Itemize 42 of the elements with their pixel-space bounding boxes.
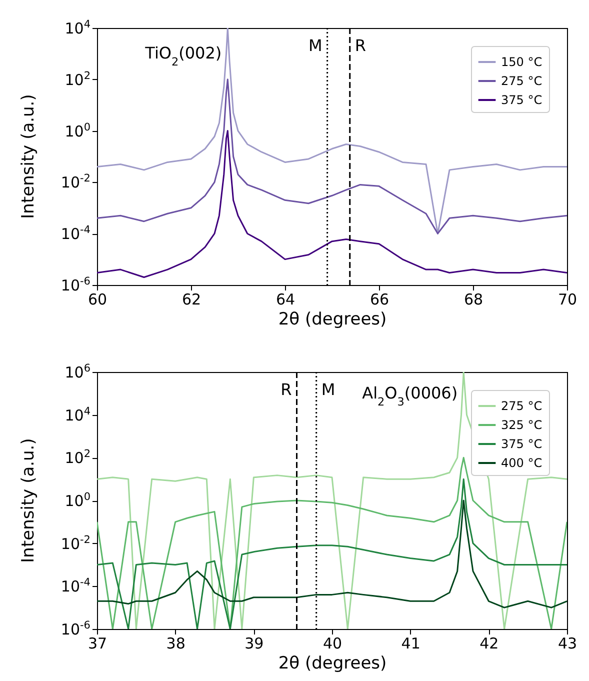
x-axis-title: 2θ (degrees) (278, 310, 387, 330)
legend-label: 375 °C (501, 437, 542, 451)
x-tick-label: 40 (322, 634, 342, 652)
y-tick-label: 10$^{2}$ (64, 70, 90, 89)
annotation: TiO$_{2}$(002) (144, 44, 222, 68)
x-tick-label: 43 (558, 634, 578, 652)
line-series (97, 500, 567, 608)
ref-line-label: M (308, 36, 322, 55)
x-axis-title: 2θ (degrees) (278, 654, 387, 674)
ref-line-label: R (354, 36, 366, 55)
legend-label: 325 °C (501, 418, 542, 432)
y-tick-label: 10$^{4}$ (64, 405, 91, 424)
x-tick-label: 66 (370, 290, 390, 308)
y-axis-title: Intensity (a.u.) (18, 94, 38, 219)
y-tick-label: 10$^{6}$ (64, 362, 91, 382)
y-tick-label: 10$^{0}$ (64, 491, 90, 510)
legend-label: 400 °C (501, 456, 542, 470)
y-tick-label: 10$^{-4}$ (60, 576, 91, 596)
legend-label: 375 °C (501, 93, 542, 107)
x-tick-label: 38 (166, 634, 186, 652)
legend-label: 275 °C (501, 74, 542, 88)
y-tick-label: 10$^{0}$ (64, 121, 90, 140)
annotation: Al$_{2}$O$_{3}$(0006) (362, 383, 458, 408)
legend-label: 275 °C (501, 399, 542, 413)
x-tick-label: 68 (464, 290, 484, 308)
x-tick-label: 42 (480, 634, 499, 652)
ref-line-label: M (321, 380, 336, 399)
y-axis-title: Intensity (a.u.) (18, 438, 38, 563)
y-tick-label: 10$^{-2}$ (60, 534, 90, 553)
x-tick-label: 39 (244, 634, 264, 652)
x-tick-label: 70 (558, 290, 578, 308)
line-series (97, 28, 567, 234)
y-tick-label: 10$^{4}$ (64, 18, 91, 38)
legend-label: 150 °C (501, 55, 542, 69)
ref-line-label: R (280, 380, 292, 399)
y-tick-label: 10$^{2}$ (64, 448, 90, 468)
x-tick-label: 62 (182, 290, 202, 308)
x-tick-label: 41 (401, 634, 420, 652)
y-tick-label: 10$^{-4}$ (60, 224, 91, 244)
line-series (97, 130, 567, 278)
x-tick-label: 64 (276, 290, 296, 308)
y-tick-label: 10$^{-2}$ (60, 172, 90, 192)
